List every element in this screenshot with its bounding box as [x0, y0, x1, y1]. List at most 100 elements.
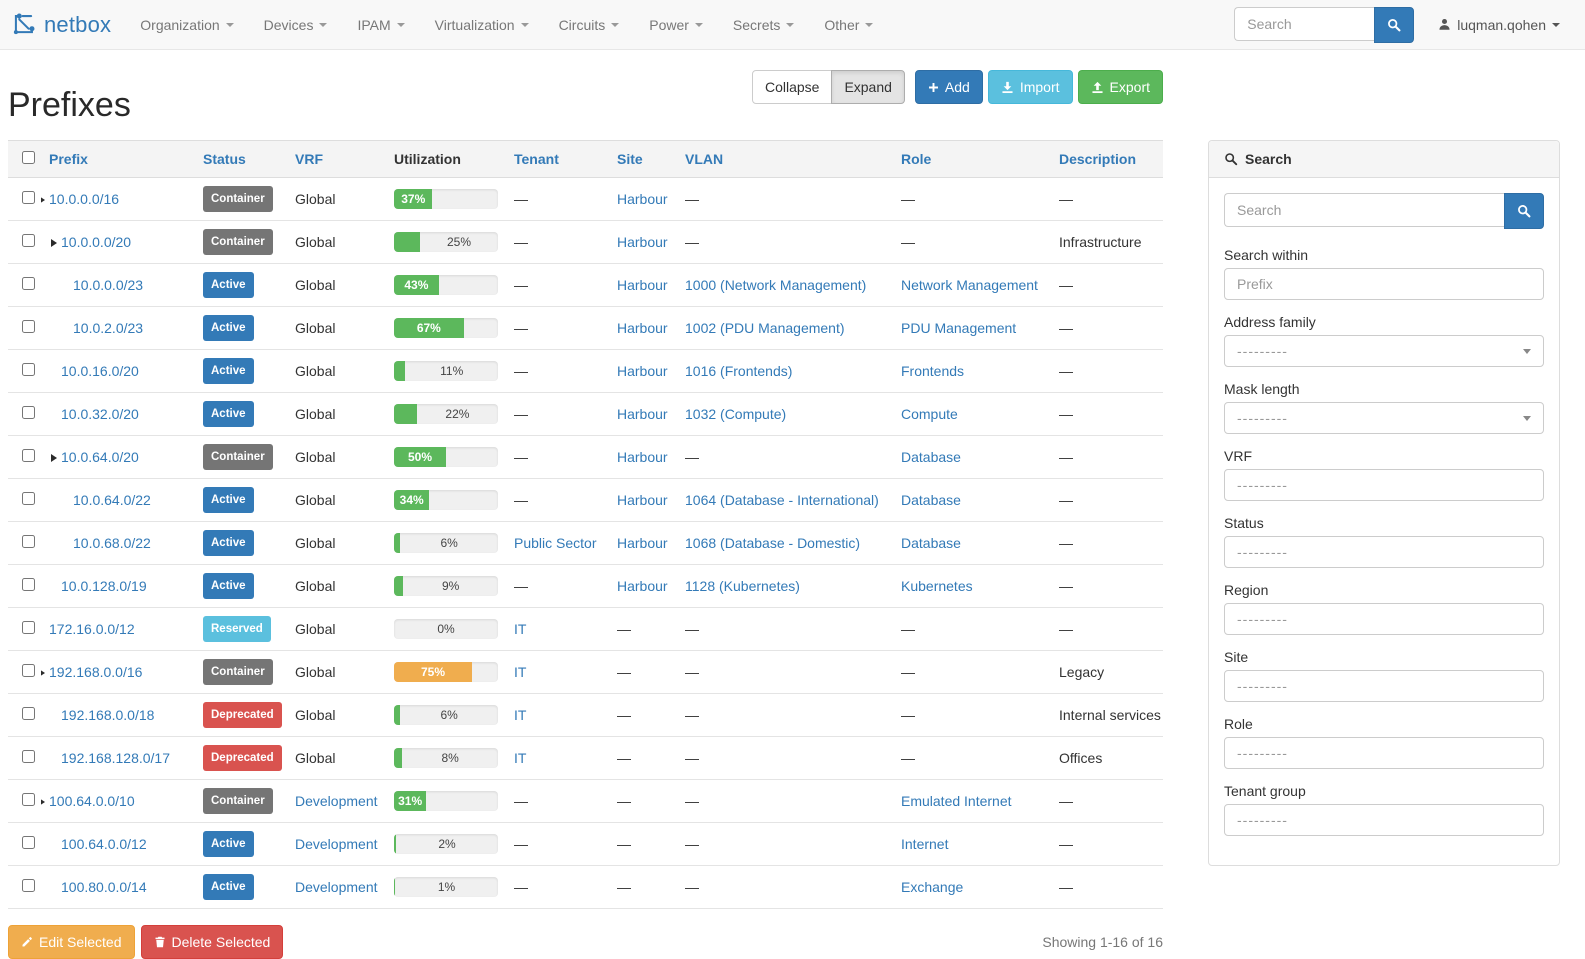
row-checkbox[interactable] [22, 277, 35, 290]
column-header-vrf[interactable]: VRF [287, 140, 386, 178]
site-value[interactable]: Harbour [617, 492, 668, 508]
nav-menu-organization[interactable]: Organization [125, 0, 248, 50]
vlan-value[interactable]: 1016 (Frontends) [685, 363, 793, 379]
delete-selected-button[interactable]: Delete Selected [140, 925, 284, 959]
prefix-link[interactable]: 10.0.68.0/22 [73, 535, 151, 551]
prefix-link[interactable]: 10.0.0.0/20 [61, 234, 132, 250]
prefix-link[interactable]: 10.0.0.0/16 [49, 191, 120, 207]
prefix-link[interactable]: 10.0.64.0/20 [61, 449, 139, 465]
nav-menu-devices[interactable]: Devices [249, 0, 343, 50]
prefix-link[interactable]: 10.0.0.0/23 [73, 277, 144, 293]
role-value[interactable]: Compute [901, 406, 958, 422]
role-value[interactable]: Exchange [901, 879, 964, 895]
row-checkbox[interactable] [22, 621, 35, 634]
nav-menu-ipam[interactable]: IPAM [342, 0, 419, 50]
filter-search-input[interactable] [1224, 193, 1504, 227]
expand-caret-icon[interactable] [51, 454, 57, 463]
prefix-link[interactable]: 10.0.16.0/20 [61, 363, 139, 379]
filter-search-button[interactable] [1504, 193, 1544, 229]
column-header-role[interactable]: Role [893, 140, 1051, 178]
prefix-link[interactable]: 100.80.0.0/14 [61, 879, 147, 895]
view-toggle-collapse[interactable]: Collapse [751, 70, 833, 104]
role-value[interactable]: Network Management [901, 277, 1038, 293]
row-checkbox[interactable] [22, 406, 35, 419]
nav-menu-power[interactable]: Power [634, 0, 718, 50]
column-header-prefix[interactable]: Prefix [41, 140, 195, 178]
import-button[interactable]: Import [987, 70, 1073, 104]
nav-menu-virtualization[interactable]: Virtualization [420, 0, 544, 50]
row-checkbox[interactable] [22, 449, 35, 462]
filter-select-role[interactable]: --------- [1224, 737, 1544, 769]
filter-select-tenant-group[interactable]: --------- [1224, 804, 1544, 836]
prefix-link[interactable]: 192.168.0.0/18 [61, 707, 155, 723]
nav-menu-circuits[interactable]: Circuits [544, 0, 635, 50]
edit-selected-button[interactable]: Edit Selected [8, 925, 135, 959]
prefix-link[interactable]: 10.0.32.0/20 [61, 406, 139, 422]
role-value[interactable]: Internet [901, 836, 949, 852]
prefix-link[interactable]: 192.168.0.0/16 [49, 664, 143, 680]
vrf-value[interactable]: Development [295, 879, 378, 895]
expand-caret-icon[interactable] [41, 196, 45, 205]
row-checkbox[interactable] [22, 320, 35, 333]
row-checkbox[interactable] [22, 535, 35, 548]
site-value[interactable]: Harbour [617, 277, 668, 293]
vlan-value[interactable]: 1128 (Kubernetes) [685, 578, 800, 594]
netbox-brand[interactable]: netbox [10, 11, 111, 38]
site-value[interactable]: Harbour [617, 578, 668, 594]
vlan-value[interactable]: 1002 (PDU Management) [685, 320, 845, 336]
site-value[interactable]: Harbour [617, 191, 668, 207]
tenant-value[interactable]: IT [514, 621, 527, 637]
role-value[interactable]: Kubernetes [901, 578, 973, 594]
navbar-search-button[interactable] [1374, 6, 1415, 43]
tenant-value[interactable]: IT [514, 664, 527, 680]
row-checkbox[interactable] [22, 836, 35, 849]
user-menu[interactable]: luqman.qohen [1438, 17, 1560, 33]
filter-select-region[interactable]: --------- [1224, 603, 1544, 635]
role-value[interactable]: Database [901, 535, 961, 551]
column-header-tenant[interactable]: Tenant [506, 140, 609, 178]
column-header-description[interactable]: Description [1051, 140, 1163, 178]
site-value[interactable]: Harbour [617, 535, 668, 551]
row-checkbox[interactable] [22, 707, 35, 720]
column-header-site[interactable]: Site [609, 140, 677, 178]
filter-select-status[interactable]: --------- [1224, 536, 1544, 568]
prefix-link[interactable]: 10.0.2.0/23 [73, 320, 144, 336]
add-button[interactable]: Add [914, 70, 983, 104]
column-header-status[interactable]: Status [195, 140, 287, 178]
prefix-link[interactable]: 10.0.128.0/19 [61, 578, 147, 594]
prefix-link[interactable]: 192.168.128.0/17 [61, 750, 170, 766]
filter-select-mask-length[interactable]: --------- [1224, 402, 1544, 434]
select-all-checkbox[interactable] [22, 151, 35, 164]
filter-select-vrf[interactable]: --------- [1224, 469, 1544, 501]
navbar-search-input[interactable] [1234, 6, 1375, 41]
view-toggle-expand[interactable]: Expand [831, 70, 905, 104]
role-value[interactable]: PDU Management [901, 320, 1017, 336]
vrf-value[interactable]: Development [295, 793, 378, 809]
site-value[interactable]: Harbour [617, 406, 668, 422]
row-checkbox[interactable] [22, 750, 35, 763]
expand-caret-icon[interactable] [51, 239, 57, 248]
role-value[interactable]: Emulated Internet [901, 793, 1012, 809]
site-value[interactable]: Harbour [617, 320, 668, 336]
row-checkbox[interactable] [22, 793, 35, 806]
prefix-link[interactable]: 172.16.0.0/12 [49, 621, 135, 637]
site-value[interactable]: Harbour [617, 363, 668, 379]
vrf-value[interactable]: Development [295, 836, 378, 852]
row-checkbox[interactable] [22, 664, 35, 677]
prefix-link[interactable]: 100.64.0.0/12 [61, 836, 147, 852]
vlan-value[interactable]: 1064 (Database - International) [685, 492, 879, 508]
prefix-link[interactable]: 10.0.64.0/22 [73, 492, 151, 508]
nav-menu-secrets[interactable]: Secrets [718, 0, 809, 50]
filter-select-address-family[interactable]: --------- [1224, 335, 1544, 367]
row-checkbox[interactable] [22, 234, 35, 247]
role-value[interactable]: Database [901, 449, 961, 465]
vlan-value[interactable]: 1000 (Network Management) [685, 277, 867, 293]
role-value[interactable]: Database [901, 492, 961, 508]
expand-caret-icon[interactable] [41, 798, 45, 807]
site-value[interactable]: Harbour [617, 449, 668, 465]
expand-caret-icon[interactable] [41, 669, 45, 678]
tenant-value[interactable]: Public Sector [514, 535, 597, 551]
filter-input-search-within[interactable] [1224, 268, 1544, 300]
row-checkbox[interactable] [22, 492, 35, 505]
row-checkbox[interactable] [22, 879, 35, 892]
